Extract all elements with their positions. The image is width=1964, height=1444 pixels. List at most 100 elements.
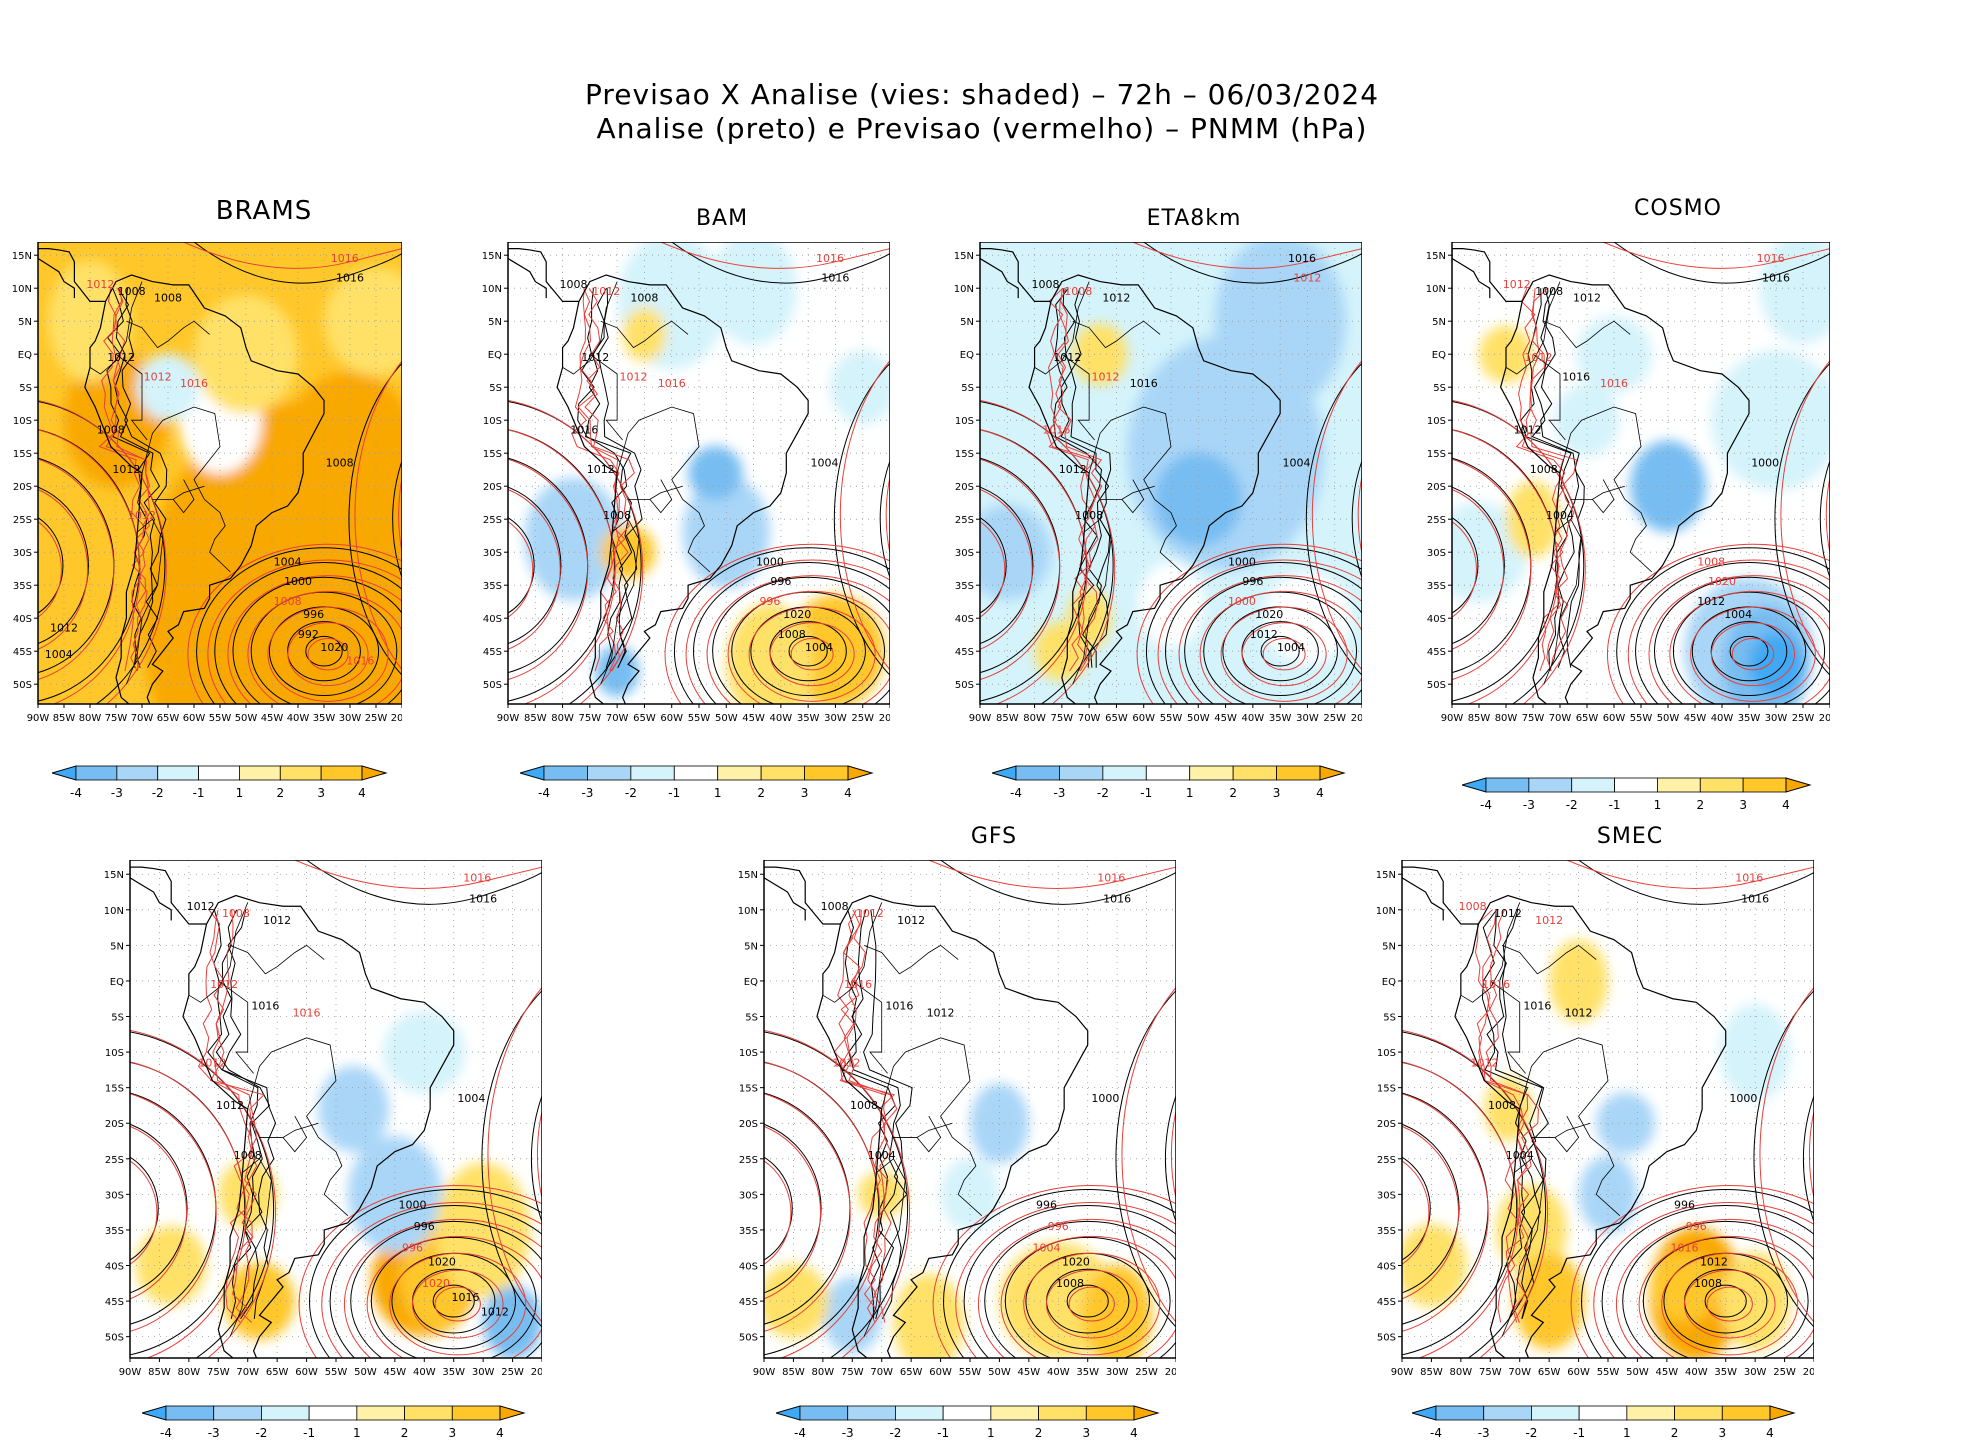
colorbar-label: 3 xyxy=(448,1426,456,1440)
bias-area xyxy=(1759,242,1830,344)
lon-label: 40W xyxy=(1685,1367,1708,1378)
colorbar-label: 1 xyxy=(236,786,244,800)
isobar-forecast xyxy=(1759,986,1814,1323)
border xyxy=(1531,1122,1591,1138)
isobar-forecast xyxy=(227,575,402,704)
isobar-analysis xyxy=(1305,362,1362,676)
lat-label: 35S xyxy=(1377,1226,1396,1237)
isobar-forecast xyxy=(1357,474,1362,556)
colorbar-label: 3 xyxy=(317,786,325,800)
colorbar-label: -1 xyxy=(303,1426,315,1440)
isobar-forecast xyxy=(1731,637,1775,671)
colorbar: -4 -3 -2 -1 1 2 3 4 xyxy=(142,1405,526,1440)
isobar-analysis xyxy=(250,591,398,704)
isobar-analysis xyxy=(309,1189,542,1358)
border xyxy=(247,1037,337,1138)
colorbar-swatch xyxy=(1657,777,1701,793)
isobar-forecast xyxy=(764,1093,851,1332)
lat-label: 20S xyxy=(13,482,32,493)
bias-area xyxy=(682,476,770,589)
contour-label: 1012 xyxy=(927,1007,955,1020)
isobar-analysis xyxy=(980,401,1114,704)
isobar-analysis xyxy=(1402,1156,1431,1261)
colorbar-swatch xyxy=(543,765,588,781)
lon-label: 30W xyxy=(1106,1367,1129,1378)
isobar-forecast xyxy=(38,400,167,704)
isobar-analysis xyxy=(1729,635,1769,667)
isobar-analysis xyxy=(597,288,643,668)
contour-label: 1008 xyxy=(1535,285,1563,298)
contour-label: 1008 xyxy=(1064,285,1092,298)
contour-label: 1008 xyxy=(821,900,849,913)
contour-label: 1012 xyxy=(210,978,238,991)
border xyxy=(229,1158,272,1337)
bias-area xyxy=(709,242,798,345)
colorbar-end-high xyxy=(1319,765,1346,781)
contour-label: 1012 xyxy=(144,371,172,384)
isobar-forecast xyxy=(1603,242,1830,269)
bias-area xyxy=(1513,1252,1585,1350)
isobar-forecast xyxy=(130,1029,277,1358)
lat-label: 10S xyxy=(13,416,32,427)
contour-label: 1008 xyxy=(778,628,806,641)
colorbar-label: -3 xyxy=(111,786,123,800)
lon-label: 50W xyxy=(354,1367,377,1378)
lon-label: 80W xyxy=(79,713,102,724)
isobar-analysis xyxy=(1053,287,1103,668)
colorbar-end-low xyxy=(1412,1405,1437,1421)
lon-label: 20W xyxy=(879,713,890,724)
isobar-analysis xyxy=(1004,1236,1171,1358)
bias-area xyxy=(272,371,402,601)
colorbar: -4 -3 -2 -1 1 2 3 4 xyxy=(1462,777,1812,812)
lat-label: 40S xyxy=(13,614,32,625)
colorbar-end-high xyxy=(847,765,874,781)
contour-label: 1012 xyxy=(128,509,156,522)
contour-label: 1012 xyxy=(86,278,114,291)
isobar-analysis xyxy=(980,429,1087,702)
lat-label: EQ xyxy=(960,350,974,361)
lat-label: EQ xyxy=(110,977,124,988)
isobar-forecast xyxy=(980,429,1088,704)
lat-label: 20S xyxy=(1427,482,1446,493)
colorbar-label: 2 xyxy=(1229,786,1237,800)
lon-label: 50W xyxy=(1657,713,1680,724)
border xyxy=(1061,353,1095,441)
colorbar-label: -2 xyxy=(255,1426,267,1440)
colorbar-label: 2 xyxy=(276,786,284,800)
colorbar-swatch xyxy=(404,1405,453,1421)
coastline xyxy=(980,247,1051,303)
contour-label: 1008 xyxy=(1459,900,1487,913)
lat-label: 35S xyxy=(955,581,974,592)
coastline xyxy=(1028,274,1281,704)
colorbar: -4 -3 -2 -1 1 2 3 4 xyxy=(52,765,388,800)
isobar-analysis xyxy=(1164,1094,1176,1224)
border xyxy=(89,281,143,375)
isobar-forecast xyxy=(1566,860,1814,889)
bias-area xyxy=(893,1273,965,1358)
bias-area xyxy=(1154,452,1242,547)
isobar-forecast xyxy=(294,860,542,889)
isobar-forecast xyxy=(1311,359,1362,671)
isobar-analysis xyxy=(1622,1220,1814,1358)
isobar-analysis xyxy=(1165,562,1362,704)
contour-label: 1004 xyxy=(1283,456,1311,469)
isobar-analysis xyxy=(432,1284,475,1318)
colorbar-swatch xyxy=(320,765,363,781)
contour-label: 1004 xyxy=(1033,1241,1061,1254)
contour-label: 1016 xyxy=(1562,371,1590,384)
border xyxy=(1088,406,1172,500)
lon-label: 50W xyxy=(1187,713,1210,724)
colorbar-swatch xyxy=(1232,765,1277,781)
lat-label: 20S xyxy=(483,482,502,493)
isobar-analysis xyxy=(764,1156,793,1261)
isobar-forecast xyxy=(1262,637,1306,671)
contour-label: 1008 xyxy=(326,456,354,469)
isobar-forecast xyxy=(298,1185,542,1358)
isobar-analysis xyxy=(481,990,542,1328)
lat-label: 35S xyxy=(739,1226,758,1237)
colorbar-label: -1 xyxy=(193,786,205,800)
bias-area xyxy=(1506,480,1560,558)
lon-label: 90W xyxy=(1441,713,1464,724)
isobar-forecast xyxy=(130,1125,188,1300)
colorbar-swatch xyxy=(451,1405,501,1421)
